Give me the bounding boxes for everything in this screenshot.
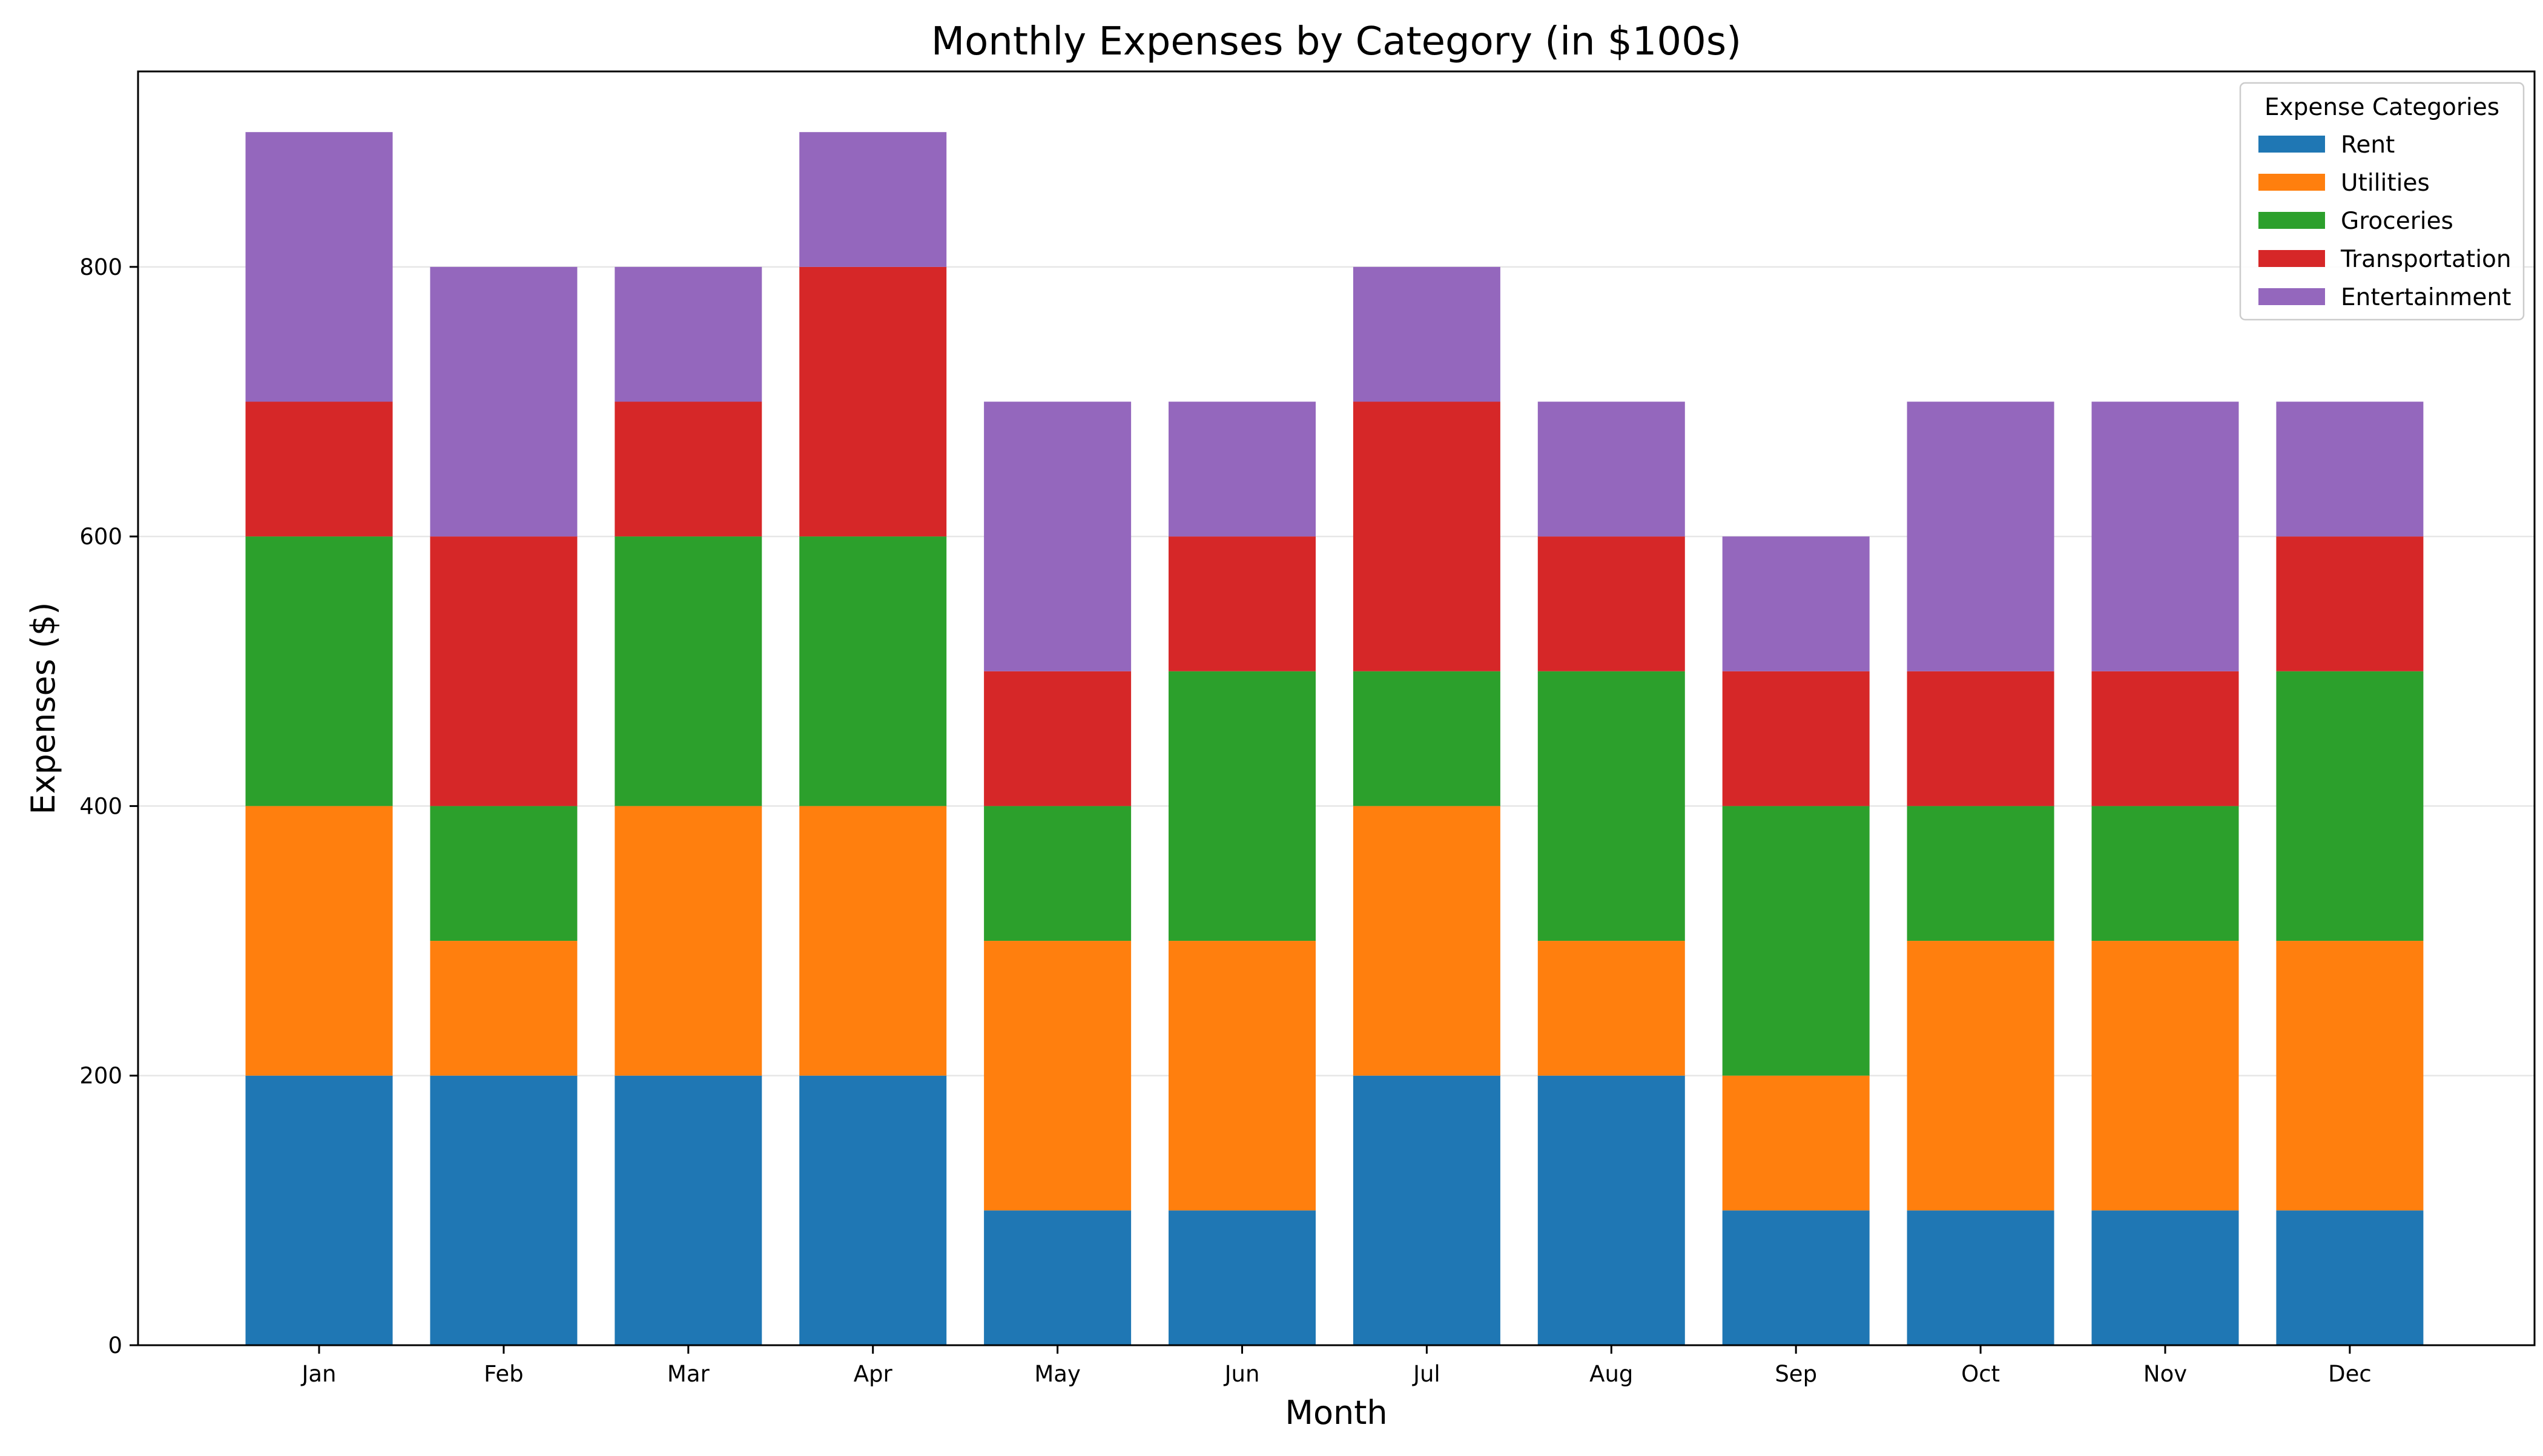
y-axis-ticks: 0 200 400 600 800 <box>79 254 138 1359</box>
bar-groceries-mar <box>615 536 762 806</box>
x-axis-label: Month <box>1285 1394 1387 1432</box>
bar-groceries-jul <box>1353 671 1500 806</box>
y-tick-label: 0 <box>108 1332 122 1359</box>
bar-rent-apr <box>799 1075 947 1345</box>
bar-rent-feb <box>430 1075 578 1345</box>
bar-groceries-oct <box>1907 806 2054 941</box>
bar-transportation-sep <box>1722 671 1870 806</box>
bar-utilities-nov <box>2091 941 2239 1211</box>
bar-entertainment-sep <box>1722 536 1870 671</box>
y-tick-label: 600 <box>79 524 122 550</box>
x-tick-label: Aug <box>1589 1361 1633 1387</box>
bar-rent-aug <box>1537 1075 1685 1345</box>
legend-swatch-rent <box>2258 136 2325 153</box>
bar-transportation-oct <box>1907 671 2054 806</box>
bar-entertainment-jun <box>1169 401 1316 537</box>
bar-rent-jan <box>245 1075 393 1345</box>
bar-rent-jun <box>1169 1210 1316 1345</box>
bar-entertainment-feb <box>430 266 578 537</box>
y-tick-label: 400 <box>79 793 122 819</box>
y-tick-label: 200 <box>79 1063 122 1089</box>
bar-transportation-jan <box>245 401 393 537</box>
bar-entertainment-jan <box>245 132 393 402</box>
bar-entertainment-mar <box>615 266 762 402</box>
bar-utilities-feb <box>430 941 578 1076</box>
bar-utilities-sep <box>1722 1075 1870 1211</box>
bar-groceries-jun <box>1169 671 1316 941</box>
bar-transportation-feb <box>430 536 578 806</box>
legend-label-transportation: Transportation <box>2340 246 2512 273</box>
bar-utilities-aug <box>1537 941 1685 1076</box>
legend-swatch-entertainment <box>2258 288 2325 305</box>
bar-rent-sep <box>1722 1210 1870 1345</box>
x-axis-ticks: Jan Feb Mar Apr May Jun Jul Aug Sep Oct Nov Dec <box>300 1345 2372 1387</box>
bar-transportation-nov <box>2091 671 2239 806</box>
y-tick-label: 800 <box>79 254 122 280</box>
bar-rent-dec <box>2276 1210 2424 1345</box>
bar-utilities-oct <box>1907 941 2054 1211</box>
bar-groceries-sep <box>1722 806 1870 1076</box>
x-tick-label: Jun <box>1224 1361 1260 1387</box>
x-tick-label: Nov <box>2143 1361 2187 1387</box>
bar-entertainment-oct <box>1907 401 2054 671</box>
chart-title: Monthly Expenses by Category (in $100s) <box>931 19 1741 64</box>
legend-swatch-utilities <box>2258 174 2325 191</box>
legend-swatch-groceries <box>2258 212 2325 229</box>
legend-title: Expense Categories <box>2264 94 2499 121</box>
bar-rent-may <box>984 1210 1132 1345</box>
bar-transportation-aug <box>1537 536 1685 671</box>
legend: Expense Categories Rent Utilities Grocerie… <box>2239 82 2525 321</box>
bar-rent-jul <box>1353 1075 1500 1345</box>
bar-rent-mar <box>615 1075 762 1345</box>
x-tick-label: May <box>1034 1361 1081 1387</box>
x-tick-label: Feb <box>484 1361 524 1387</box>
bar-entertainment-dec <box>2276 401 2424 537</box>
x-tick-label: Jan <box>300 1361 336 1387</box>
plot-frame <box>137 70 2536 1346</box>
bar-transportation-dec <box>2276 536 2424 671</box>
x-tick-label: Sep <box>1775 1361 1817 1387</box>
bars <box>245 132 2424 1345</box>
legend-label-groceries: Groceries <box>2341 208 2453 235</box>
bar-groceries-may <box>984 806 1132 941</box>
bar-groceries-nov <box>2091 806 2239 941</box>
bar-transportation-apr <box>799 266 947 537</box>
bar-utilities-dec <box>2276 941 2424 1211</box>
x-tick-label: Dec <box>2328 1361 2372 1387</box>
x-tick-label: Mar <box>667 1361 710 1387</box>
legend-label-utilities: Utilities <box>2341 170 2430 197</box>
bar-entertainment-may <box>984 401 1132 671</box>
bar-groceries-dec <box>2276 671 2424 941</box>
bar-utilities-jul <box>1353 806 1500 1076</box>
bar-utilities-apr <box>799 806 947 1076</box>
bar-entertainment-jul <box>1353 266 1500 402</box>
x-tick-label: Apr <box>854 1361 893 1387</box>
bar-entertainment-aug <box>1537 401 1685 537</box>
bar-utilities-jun <box>1169 941 1316 1211</box>
bar-transportation-jul <box>1353 401 1500 671</box>
bar-utilities-may <box>984 941 1132 1211</box>
y-axis-label: Expenses ($) <box>24 602 62 815</box>
x-tick-label: Oct <box>1961 1361 2000 1387</box>
bar-transportation-mar <box>615 401 762 537</box>
legend-items: Rent Utilities Groceries Transportation Ente… <box>2258 131 2512 311</box>
bar-transportation-jun <box>1169 536 1316 671</box>
bar-entertainment-apr <box>799 132 947 267</box>
bar-rent-nov <box>2091 1210 2239 1345</box>
bar-groceries-feb <box>430 806 578 941</box>
bar-utilities-jan <box>245 806 393 1076</box>
bar-entertainment-nov <box>2091 401 2239 671</box>
legend-swatch-transportation <box>2258 250 2325 267</box>
legend-label-rent: Rent <box>2341 131 2395 159</box>
bar-rent-oct <box>1907 1210 2054 1345</box>
bar-groceries-aug <box>1537 671 1685 941</box>
bar-transportation-may <box>984 671 1132 806</box>
bar-utilities-mar <box>615 806 762 1076</box>
legend-label-entertainment: Entertainment <box>2341 284 2511 311</box>
bar-groceries-jan <box>245 536 393 806</box>
bar-groceries-apr <box>799 536 947 806</box>
x-tick-label: Jul <box>1412 1361 1440 1387</box>
